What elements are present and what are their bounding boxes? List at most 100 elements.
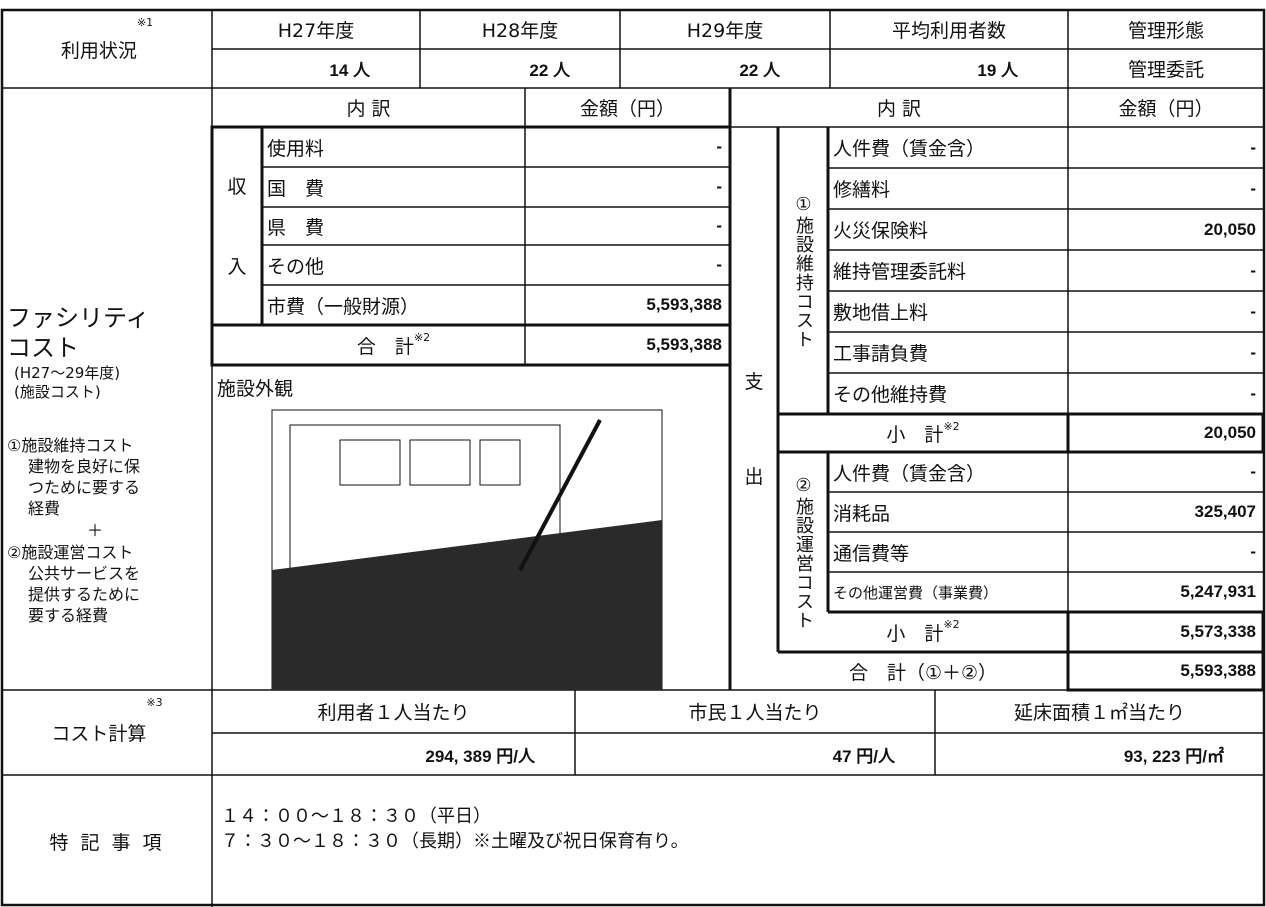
revenue-side: 収: [212, 165, 262, 205]
cost-calc-header-text: 市民１人当たり: [688, 702, 822, 724]
facility-note: つために要する: [2, 477, 212, 498]
facility-note-text: ①施設維持コスト: [7, 435, 134, 455]
subtotal-label-text: 小 計: [886, 622, 944, 645]
expenditure-header: 内 訳: [730, 88, 1068, 127]
remarks-label-text: 特 記 事 項: [49, 831, 165, 854]
remarks-line-text: ７：３０～１８：３０（長期）※土曜及び祝日保育有り。: [221, 830, 689, 852]
remarks-line: ７：３０～１８：３０（長期）※土曜及び祝日保育有り。: [216, 827, 1256, 852]
cost-calc-label: コスト計算 ※3: [2, 690, 212, 775]
cost-calc-value: 47 円/人: [575, 733, 935, 775]
expense-item-text: 敷地借上料: [833, 302, 929, 324]
usage-header-text: 平均利用者数: [891, 20, 1006, 42]
total-amount: 5,593,388: [1068, 652, 1264, 690]
usage-value: 管理委託: [1068, 49, 1264, 88]
facility-label: ファシリティ: [2, 300, 212, 332]
expense-amount-text: 5,247,931: [1180, 582, 1256, 601]
revenue-total-label-text: ※2: [413, 331, 431, 344]
expense-amount-text: -: [1250, 383, 1256, 403]
revenue-amount: -: [525, 127, 730, 167]
expense-item: 敷地借上料: [828, 291, 1068, 332]
expense-item: その他運営費（事業費）: [828, 572, 1068, 612]
expense-amount-text: 325,407: [1194, 502, 1256, 521]
cost-calc-header: 延床面積１㎡当たり: [935, 690, 1264, 733]
maintenance-label: ①施設維持コスト: [778, 130, 828, 412]
expenditure-side-text: 出: [744, 465, 764, 488]
expense-item-text: 通信費等: [833, 542, 910, 565]
revenue-item: 県 費: [262, 207, 525, 245]
expense-item: 修繕料: [828, 168, 1068, 209]
expense-amount-text: -: [1250, 137, 1256, 157]
revenue-item-text: 市費（一般財源）: [267, 295, 420, 318]
total-amount-text: 5,593,388: [1180, 661, 1256, 680]
expense-amount: -: [1068, 373, 1264, 414]
usage-value: 14 人: [212, 49, 420, 88]
photo-label-text: 施設外観: [217, 377, 294, 400]
revenue-amount: -: [525, 167, 730, 207]
expense-item-text: 消耗品: [833, 502, 891, 525]
expense-item: 人件費（賃金含）: [828, 127, 1068, 168]
remarks-line-text: １４：００～１８：３０（平日）: [221, 805, 491, 827]
facility-note: ①施設維持コスト: [2, 435, 212, 456]
revenue-item: 使用料: [262, 127, 525, 167]
revenue-side: 入: [212, 245, 262, 285]
expense-amount: -: [1068, 127, 1264, 168]
expense-amount: -: [1068, 452, 1264, 492]
facility-note-text: つために要する: [28, 477, 141, 497]
subtotal-amount: 20,050: [1068, 414, 1264, 452]
cost-calc-header-text: 利用者１人当たり: [317, 702, 470, 724]
usage-header: 管理形態: [1068, 10, 1264, 49]
expense-item-text: 工事請負費: [833, 343, 929, 365]
expenditure-side: 支: [730, 360, 778, 400]
expense-item-text: その他維持費: [833, 384, 948, 406]
facility-photo: [271, 409, 663, 691]
subtotal-label: 小 計 ※2: [778, 414, 1068, 452]
expense-item: 火災保険料: [828, 209, 1068, 250]
usage-value: 22 人: [620, 49, 830, 88]
expense-amount-text: 20,050: [1204, 219, 1256, 239]
cost-calc-header: 市民１人当たり: [575, 690, 935, 733]
expense-amount-text: -: [1250, 462, 1256, 481]
cost-calc-header-text: 延床面積１㎡当たり: [1013, 702, 1185, 724]
facility-note: 提供するために: [2, 584, 212, 605]
thin-lines: [0, 8, 1266, 907]
expense-amount-text: -: [1250, 301, 1256, 321]
facility-note: 公共サービスを: [2, 563, 212, 584]
usage-header: H29年度: [620, 10, 830, 49]
expense-item-text: 人件費（賃金含）: [833, 138, 986, 160]
usage-header: 平均利用者数: [830, 10, 1068, 49]
revenue-amount: 5,593,388: [525, 285, 730, 325]
revenue-header: 金額（円）: [525, 88, 730, 127]
expense-item: 工事請負費: [828, 332, 1068, 373]
usage-header-text: 管理形態: [1127, 20, 1204, 42]
usage-value-text: 管理委託: [1127, 59, 1204, 81]
expense-amount: -: [1068, 168, 1264, 209]
subtotal-label: 小 計 ※2: [778, 612, 1068, 652]
revenue-amount-text: -: [716, 177, 722, 196]
subtotal-label-text: ※2: [943, 618, 960, 631]
expense-item-text: 修繕料: [833, 179, 891, 201]
expense-amount-text: -: [1250, 342, 1256, 362]
expense-amount: -: [1068, 332, 1264, 373]
expense-item: 通信費等: [828, 532, 1068, 572]
expense-amount-text: -: [1250, 178, 1256, 198]
facility-note-text: ＋: [87, 520, 104, 540]
revenue-amount: -: [525, 245, 730, 285]
cost-calc-value: 93, 223 円/㎡: [935, 733, 1264, 775]
facility-note-text: 経費: [28, 498, 61, 518]
usage-header-text: H28年度: [481, 20, 559, 42]
expenditure-header: 金額（円）: [1068, 88, 1264, 127]
revenue-item: その他: [262, 245, 525, 285]
cost-calc-value-text: 294, 389 円/人: [425, 746, 535, 766]
facility-note-text: 建物を良好に保: [28, 456, 141, 476]
expenditure-side: 出: [730, 455, 778, 495]
usage-value: 19 人: [830, 49, 1068, 88]
operation-label: ②施設運営コスト: [778, 452, 828, 652]
revenue-item-text: 国 費: [267, 177, 325, 200]
revenue-item: 市費（一般財源）: [262, 285, 525, 325]
subtotal-amount-text: 5,573,338: [1180, 622, 1256, 641]
facility-note-text: ②施設運営コスト: [7, 542, 134, 562]
revenue-total-label: 合 計 ※2: [262, 325, 525, 365]
facility-note-text: 要する経費: [28, 605, 109, 625]
